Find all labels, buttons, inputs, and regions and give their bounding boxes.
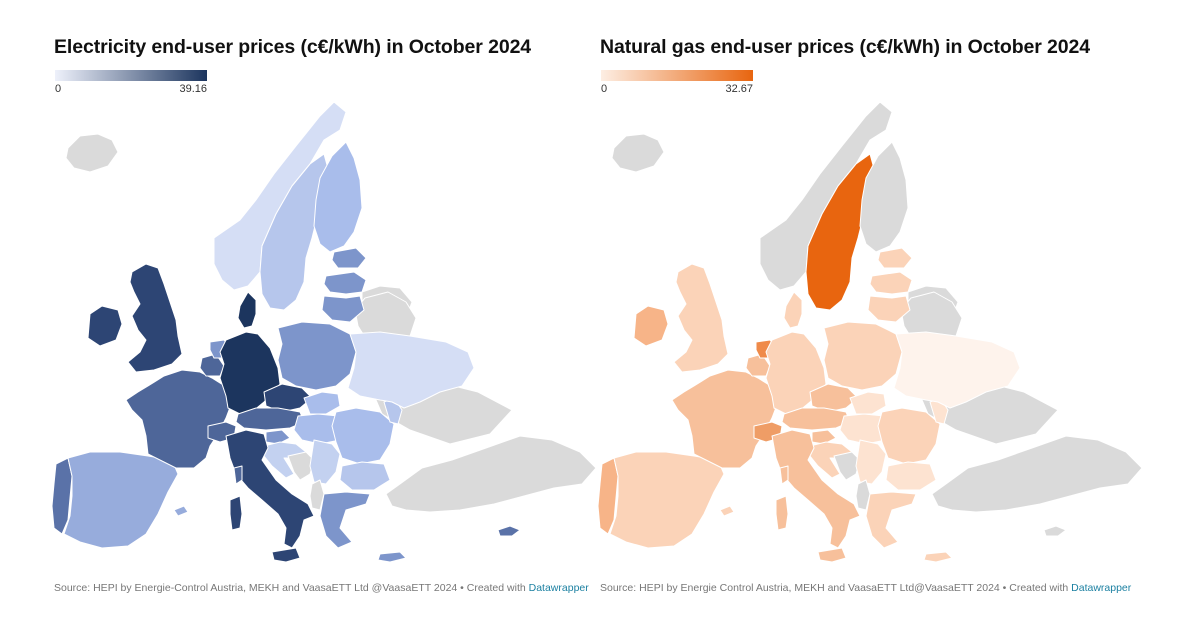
electricity-region-france[interactable] xyxy=(125,369,233,469)
gas-region-spain[interactable] xyxy=(609,451,725,549)
gas-region-italy[interactable] xyxy=(771,429,861,549)
electricity-region-cyprus[interactable] xyxy=(497,525,521,537)
gas-europe-map xyxy=(597,101,1143,563)
gas-region-norway[interactable] xyxy=(759,101,893,291)
gas-source: Source: HEPI by Energie Control Austria,… xyxy=(600,582,1131,594)
gas-region-slovakia[interactable] xyxy=(849,391,887,415)
electricity-legend: 0 39.16 xyxy=(55,70,207,95)
electricity-source-text: Source: HEPI by Energie-Control Austria,… xyxy=(54,582,526,594)
electricity-region-bulgaria[interactable] xyxy=(339,461,391,491)
electricity-region-latvia[interactable] xyxy=(323,271,367,295)
gas-region-spain[interactable] xyxy=(719,505,735,517)
gas-region-lithuania[interactable] xyxy=(867,295,911,323)
electricity-region-spain[interactable] xyxy=(63,451,179,549)
electricity-region-finland[interactable] xyxy=(313,141,363,253)
electricity-region-greece[interactable] xyxy=(377,551,407,563)
electricity-region-slovakia[interactable] xyxy=(303,391,341,415)
electricity-region-italy[interactable] xyxy=(229,495,243,531)
electricity-region-italy[interactable] xyxy=(271,547,301,563)
electricity-region-turkey[interactable] xyxy=(385,435,597,513)
electricity-region-poland[interactable] xyxy=(277,321,357,391)
gas-region-uk[interactable] xyxy=(673,263,729,373)
gas-region-iceland[interactable] xyxy=(611,133,665,173)
gas-legend-max: 32.67 xyxy=(725,83,753,95)
electricity-legend-gradient xyxy=(55,70,207,81)
gas-region-poland[interactable] xyxy=(823,321,903,391)
electricity-region-greece[interactable] xyxy=(319,491,371,549)
gas-region-italy[interactable] xyxy=(817,547,847,563)
electricity-region-romania[interactable] xyxy=(331,407,395,465)
gas-region-austria[interactable] xyxy=(781,407,851,431)
gas-region-ireland[interactable] xyxy=(633,305,669,347)
electricity-region-austria[interactable] xyxy=(235,407,305,431)
gas-region-denmark[interactable] xyxy=(783,291,803,329)
gas-region-italy[interactable] xyxy=(775,495,789,531)
gas-region-cyprus[interactable] xyxy=(1043,525,1067,537)
gas-region-serbia[interactable] xyxy=(855,439,887,485)
electricity-region-lithuania[interactable] xyxy=(321,295,365,323)
gas-source-text: Source: HEPI by Energie Control Austria,… xyxy=(600,582,1069,594)
gas-region-estonia[interactable] xyxy=(877,247,913,269)
electricity-region-italy[interactable] xyxy=(225,429,315,549)
gas-legend-gradient xyxy=(601,70,753,81)
gas-region-ukraine[interactable] xyxy=(893,331,1021,409)
gas-region-finland[interactable] xyxy=(859,141,909,253)
electricity-region-france[interactable] xyxy=(233,465,243,485)
gas-region-greece[interactable] xyxy=(923,551,953,563)
gas-region-greece[interactable] xyxy=(865,491,917,549)
electricity-region-bosnia[interactable] xyxy=(287,451,315,481)
gas-region-romania[interactable] xyxy=(877,407,941,465)
gas-legend: 0 32.67 xyxy=(601,70,753,95)
gas-region-albania[interactable] xyxy=(855,479,871,511)
gas-region-france[interactable] xyxy=(671,369,779,469)
electricity-datawrapper-link[interactable]: Datawrapper xyxy=(528,582,589,594)
electricity-region-spain[interactable] xyxy=(173,505,189,517)
electricity-region-estonia[interactable] xyxy=(331,247,367,269)
electricity-region-croatia[interactable] xyxy=(263,441,307,479)
electricity-legend-max: 39.16 xyxy=(179,83,207,95)
gas-map-title: Natural gas end-user prices (c€/kWh) in … xyxy=(600,36,1091,58)
electricity-region-ukraine[interactable] xyxy=(347,331,475,409)
gas-region-turkey[interactable] xyxy=(931,435,1143,513)
gas-region-bosnia[interactable] xyxy=(833,451,861,481)
gas-datawrapper-link[interactable]: Datawrapper xyxy=(1071,582,1132,594)
electricity-region-ireland[interactable] xyxy=(87,305,123,347)
gas-region-bulgaria[interactable] xyxy=(885,461,937,491)
electricity-legend-min: 0 xyxy=(55,83,62,95)
gas-region-latvia[interactable] xyxy=(869,271,913,295)
electricity-map-panel: Electricity end-user prices (c€/kWh) in … xyxy=(50,0,610,622)
electricity-region-iceland[interactable] xyxy=(65,133,119,173)
gas-map-panel: Natural gas end-user prices (c€/kWh) in … xyxy=(596,0,1156,622)
electricity-region-denmark[interactable] xyxy=(237,291,257,329)
electricity-region-norway[interactable] xyxy=(213,101,347,291)
gas-region-france[interactable] xyxy=(779,465,789,485)
electricity-europe-map xyxy=(51,101,597,563)
electricity-region-serbia[interactable] xyxy=(309,439,341,485)
electricity-region-slovenia[interactable] xyxy=(265,429,291,445)
gas-region-slovenia[interactable] xyxy=(811,429,837,445)
electricity-source: Source: HEPI by Energie-Control Austria,… xyxy=(54,582,589,594)
electricity-region-uk[interactable] xyxy=(127,263,183,373)
gas-legend-min: 0 xyxy=(601,83,608,95)
gas-region-croatia[interactable] xyxy=(809,441,853,479)
electricity-map-title: Electricity end-user prices (c€/kWh) in … xyxy=(54,36,532,58)
electricity-region-albania[interactable] xyxy=(309,479,325,511)
